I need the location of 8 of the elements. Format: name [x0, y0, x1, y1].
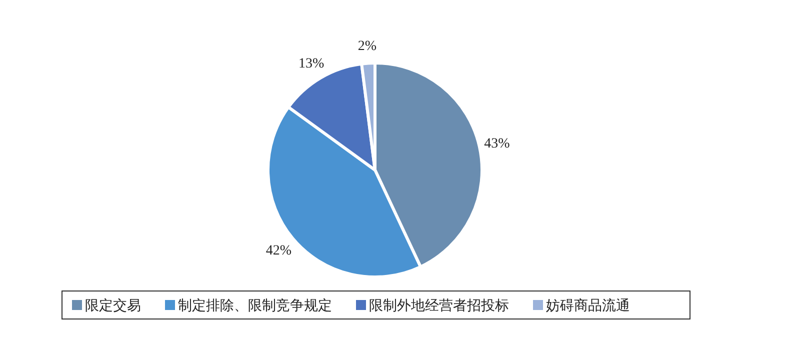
- legend-label: 限定交易: [85, 298, 141, 314]
- data-label: 2%: [358, 39, 377, 54]
- legend-label: 妨碍商品流通: [546, 298, 630, 314]
- legend-label: 制定排除、限制竞争规定: [178, 298, 332, 314]
- legend-label: 限制外地经营者招投标: [369, 298, 509, 314]
- data-label: 13%: [298, 56, 325, 72]
- data-label: 43%: [484, 136, 510, 152]
- data-label: 42%: [266, 244, 292, 259]
